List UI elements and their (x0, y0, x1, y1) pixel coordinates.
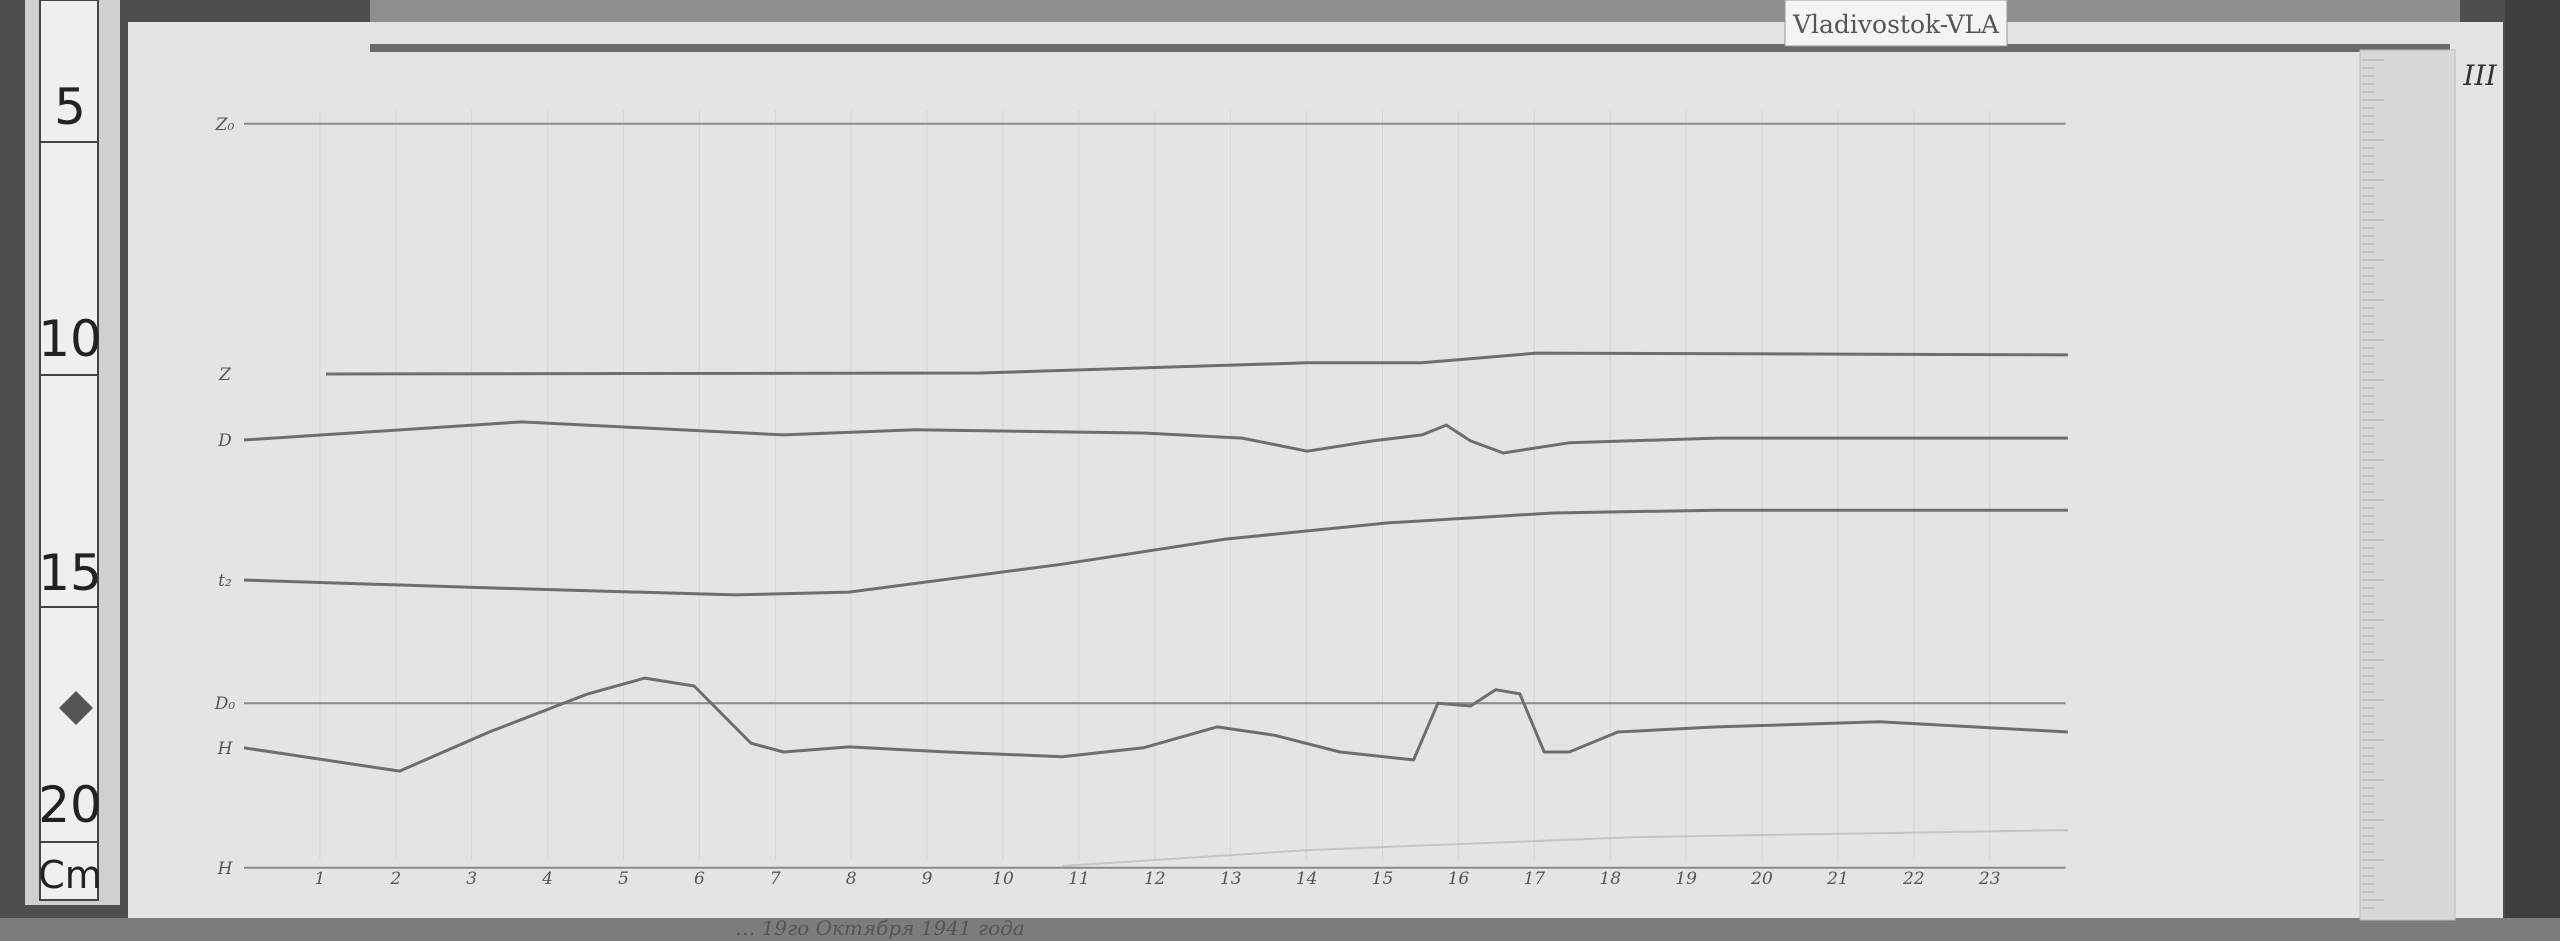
hour-tick-label: 10 (992, 869, 1014, 889)
trace-1-undefined (325, 351, 2068, 376)
hour-tick-label: 3 (466, 869, 477, 889)
trace-faint (1062, 829, 2068, 867)
bottom-edge (0, 918, 2560, 941)
right-background (2505, 0, 2560, 941)
ruler-label-5: 5 (54, 78, 86, 136)
hour-tick-label: 6 (694, 869, 705, 889)
trace-label: t₂ (218, 571, 232, 591)
hour-tick-label: 17 (1523, 869, 1545, 889)
trace-label: H (217, 739, 234, 759)
hour-tick-label: 7 (770, 869, 781, 889)
trace-label: Z₀ (215, 115, 235, 135)
hour-tick-label: 13 (1220, 869, 1242, 889)
hour-tick-label: 22 (1902, 869, 1925, 889)
hour-tick-label: 11 (1068, 869, 1090, 889)
hour-tick-label: 23 (1978, 869, 2001, 889)
ruler-label-10: 10 (38, 310, 102, 368)
trace-2-undefined (243, 420, 2068, 455)
hour-tick-label: 12 (1144, 869, 1166, 889)
paper-sheet (128, 22, 2503, 920)
handwritten-caption: … 19го Октября 1941 года (735, 916, 1024, 940)
ruler-unit: Cm (38, 853, 102, 897)
hour-tick-label: 19 (1675, 869, 1697, 889)
trace-label: Z (218, 365, 232, 385)
top-edge (370, 44, 2450, 52)
hour-tick-label: 21 (1826, 869, 1849, 889)
hour-tick-label: 18 (1599, 869, 1621, 889)
station-label-text: Vladivostok-VLA (1792, 10, 2000, 39)
hour-tick-label: 2 (389, 869, 401, 889)
hour-tick-label: 8 (846, 869, 857, 889)
ruler-label-15: 15 (38, 544, 102, 602)
hour-tick-label: 16 (1448, 869, 1470, 889)
hour-tick-label: 5 (618, 869, 629, 889)
trace-3-undefined (243, 508, 2068, 597)
sheet-mark: III (2462, 59, 2497, 92)
right-ruler (2359, 49, 2456, 921)
hour-tick-label: 9 (922, 869, 933, 889)
hour-tick-label: 20 (1750, 869, 1773, 889)
hour-tick-label: 14 (1296, 869, 1318, 889)
trace-label: H (217, 859, 234, 879)
ruler-label-20: 20 (38, 776, 102, 834)
trace-label: D (217, 431, 232, 451)
hour-tick-label: 4 (541, 869, 553, 889)
station-label: Vladivostok-VLA (1784, 0, 2008, 47)
trace-label: D₀ (214, 694, 236, 714)
trace-5-undefined (243, 676, 2068, 773)
left-ruler: 5 10 15 20 Cm (25, 0, 120, 905)
hour-tick-label: 1 (314, 869, 325, 889)
hour-tick-label: 15 (1372, 869, 1394, 889)
